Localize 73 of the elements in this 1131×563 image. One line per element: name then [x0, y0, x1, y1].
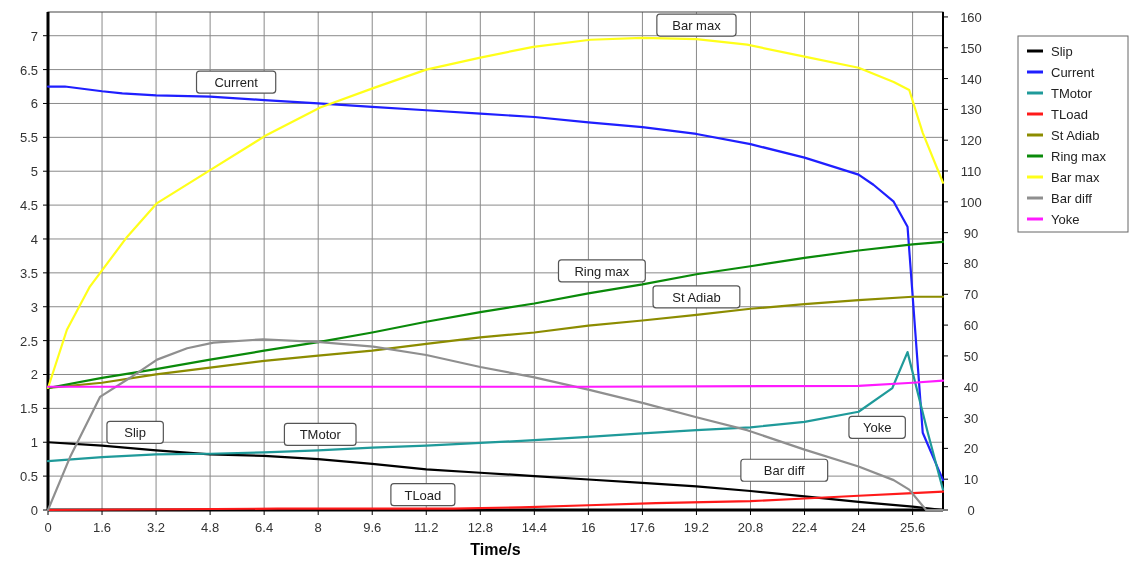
y2-tick-label: 110: [960, 164, 982, 180]
annotation: TMotor: [299, 427, 342, 443]
x-tick-label: 12.8: [467, 520, 493, 535]
y2-tick-label: 120: [960, 133, 982, 149]
y2-tick-label: 90: [963, 225, 979, 241]
y-tick-label: 2: [30, 367, 38, 383]
x-tick-label: 22.4: [791, 520, 818, 535]
x-tick-label: 19.2: [683, 520, 710, 535]
y2-tick-label: 70: [963, 287, 979, 303]
x-tick-label: 11.2: [414, 520, 439, 535]
legend-label: Slip: [1051, 44, 1073, 59]
annotation: Bar max: [672, 18, 722, 34]
legend-label: TMotor: [1051, 86, 1093, 101]
y-tick-label: 5: [30, 164, 38, 180]
x-tick-label: 24: [851, 520, 866, 535]
y-tick-label: 7: [30, 28, 38, 44]
y-tick-label: 3.5: [19, 265, 38, 281]
y2-tick-label: 0: [967, 503, 975, 518]
y-tick-label: 0: [30, 503, 38, 518]
x-tick-label: 17.6: [629, 520, 656, 535]
annotation: Current: [214, 75, 259, 91]
line-series: [46, 85, 945, 482]
y-tick-label: 0.5: [19, 469, 38, 485]
y2-tick-label: 100: [960, 194, 982, 210]
line-series: [46, 379, 945, 388]
legend-label: Bar diff: [1051, 191, 1093, 206]
x-tick-label: 1.6: [93, 520, 112, 535]
y-tick-label: 6: [30, 96, 38, 112]
x-tick-label: 4.8: [201, 520, 220, 535]
y2-tick-label: 80: [963, 256, 979, 272]
y-tick-label: 4.5: [19, 198, 38, 214]
y2-tick-label: 60: [963, 318, 979, 334]
y2-tick-label: 50: [963, 348, 979, 364]
y2-tick-label: 140: [960, 71, 982, 87]
line-series: [46, 240, 945, 390]
legend-label: Bar max: [1051, 170, 1100, 185]
x-tick-label: 0: [44, 520, 52, 535]
y2-tick-label: 20: [963, 441, 979, 457]
x-axis-title: Time/s: [470, 541, 521, 558]
x-tick-label: 8: [314, 520, 322, 535]
legend-label: Ring max: [1051, 149, 1107, 164]
legend-label: Current: [1051, 65, 1095, 80]
y-tick-label: 2.5: [19, 333, 38, 349]
y-tick-label: 3: [30, 299, 38, 315]
y2-tick-label: 10: [963, 472, 979, 488]
line-series: [46, 351, 945, 491]
x-tick-label: 14.4: [521, 520, 547, 535]
y-tick-label: 4: [30, 231, 38, 247]
x-tick-label: 25.6: [899, 520, 926, 535]
annotation: Bar diff: [763, 463, 806, 479]
x-tick-label: 9.6: [363, 520, 382, 535]
y2-tick-label: 150: [960, 40, 982, 56]
y2-tick-label: 130: [960, 102, 982, 118]
x-tick-label: 16: [581, 520, 596, 535]
y-tick-label: 1: [30, 435, 38, 451]
x-tick-label: 6.4: [255, 520, 274, 535]
annotation: Yoke: [862, 420, 892, 436]
legend-label: St Adiab: [1051, 128, 1100, 143]
annotation: Ring max: [574, 263, 630, 279]
x-tick-label: 20.8: [737, 520, 764, 535]
legend-label: Yoke: [1051, 212, 1080, 227]
annotation: St Adiab: [672, 289, 721, 305]
y-tick-label: 6.5: [19, 62, 38, 78]
y2-tick-label: 40: [963, 379, 979, 395]
y2-tick-label: 160: [960, 9, 982, 25]
legend-label: TLoad: [1051, 107, 1088, 122]
line-series: [46, 36, 945, 390]
annotation: Slip: [124, 425, 146, 441]
annotation: TLoad: [404, 487, 442, 503]
y2-tick-label: 30: [963, 410, 979, 426]
y-tick-label: 5.5: [19, 130, 38, 146]
y-tick-label: 1.5: [19, 401, 38, 417]
x-tick-label: 3.2: [147, 520, 166, 535]
